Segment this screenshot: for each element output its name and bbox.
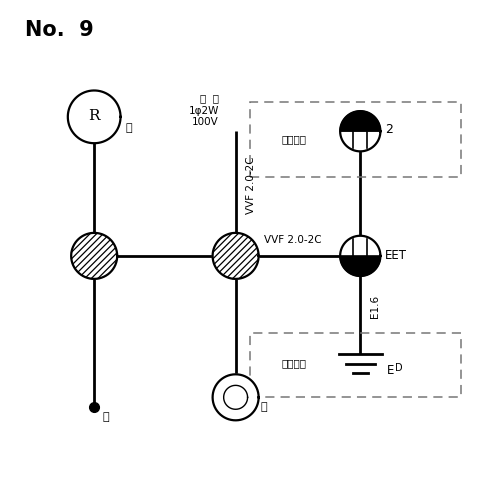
- Circle shape: [340, 112, 380, 152]
- Text: 2: 2: [385, 123, 393, 136]
- Polygon shape: [340, 112, 380, 132]
- Polygon shape: [340, 257, 380, 276]
- Circle shape: [71, 233, 117, 279]
- Text: D: D: [396, 363, 403, 373]
- Text: E: E: [386, 363, 394, 376]
- Text: VVF 2.0-2C: VVF 2.0-2C: [264, 234, 322, 244]
- Bar: [250, 333, 461, 397]
- Text: 施工省略: 施工省略: [281, 358, 306, 367]
- Text: No.  9: No. 9: [24, 19, 94, 40]
- Text: イ: イ: [260, 401, 267, 411]
- Text: E1.6: E1.6: [370, 294, 380, 317]
- Text: 施工省略: 施工省略: [281, 134, 306, 144]
- Circle shape: [68, 91, 120, 144]
- Text: 100V: 100V: [192, 117, 219, 126]
- Text: EET: EET: [385, 248, 407, 261]
- Bar: [250, 103, 461, 178]
- Text: イ: イ: [126, 122, 132, 132]
- Text: VVF 2.0-2C: VVF 2.0-2C: [246, 156, 256, 213]
- Text: 電  源: 電 源: [200, 93, 219, 104]
- Circle shape: [212, 233, 258, 279]
- Text: イ: イ: [103, 411, 110, 421]
- Text: R: R: [88, 109, 100, 122]
- Circle shape: [212, 375, 258, 421]
- Text: 1φ2W: 1φ2W: [188, 106, 219, 115]
- Circle shape: [340, 236, 380, 276]
